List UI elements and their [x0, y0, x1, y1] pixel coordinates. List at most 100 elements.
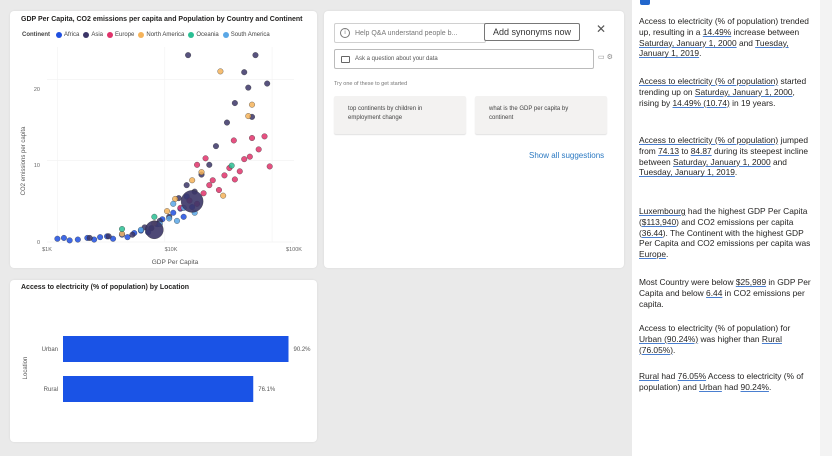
- scatter-point-north-america: [245, 113, 252, 120]
- narr-text: during its steepest incline between: [639, 145, 809, 167]
- scatter-point-africa: [60, 234, 67, 241]
- scatter-plot[interactable]: CO2 emissions per capita GDP Per Capita …: [10, 11, 317, 268]
- narr-value[interactable]: Urban (90.24%): [639, 333, 699, 344]
- narr-value[interactable]: $113,940: [641, 216, 677, 227]
- bar-y-axis-label: Location: [23, 357, 29, 380]
- narr-text: .: [672, 344, 676, 355]
- scatter-point-europe: [230, 137, 237, 144]
- smart-narrative-panel: Access to electricity (% of population) …: [632, 0, 820, 456]
- add-synonyms-button[interactable]: Add synonyms now: [484, 23, 580, 41]
- scatter-point-europe: [194, 161, 201, 168]
- narr-text: had: [659, 371, 678, 381]
- scatter-point-europe: [202, 155, 209, 162]
- narr-value[interactable]: Urban: [699, 381, 722, 392]
- scatter-point-europe: [249, 135, 255, 141]
- scatter-gridlines: [47, 47, 294, 243]
- panel-scrollbar[interactable]: [820, 0, 832, 456]
- scatter-point-north-america: [198, 169, 205, 176]
- narr-value[interactable]: Tuesday, January 1, 2019: [639, 37, 789, 59]
- scatter-point-asia: [264, 80, 271, 87]
- narrative-paragraph-6: Access to electricity (% of population) …: [639, 323, 815, 355]
- scatter-y-axis-label: CO2 emissions per capita: [21, 126, 27, 195]
- suggestion-card-1[interactable]: top continents by children in employment…: [334, 96, 466, 134]
- legend-item-south-america[interactable]: South America: [222, 32, 270, 38]
- legend-label-asia: Asia: [91, 32, 104, 38]
- scatter-point-oceania: [228, 162, 235, 169]
- narr-value[interactable]: 14.49%: [702, 26, 732, 37]
- narr-value[interactable]: Tuesday, January 1, 2019: [639, 167, 735, 178]
- narr-value[interactable]: 90.24%: [740, 381, 769, 392]
- bar-data-label: 90.2%: [294, 347, 312, 353]
- qa-try-text: Try one of these to get started: [334, 81, 408, 87]
- narr-text: to: [679, 145, 691, 156]
- legend-title: Continent: [22, 32, 50, 38]
- bar-urban: [63, 336, 289, 362]
- scatter-chart-card[interactable]: GDP Per Capita, CO2 emissions per capita…: [10, 11, 317, 268]
- y-tick-20: 20: [34, 87, 40, 93]
- legend-item-asia[interactable]: Asia: [83, 32, 103, 38]
- scatter-point-europe: [255, 146, 262, 153]
- narr-value[interactable]: Access to electricity (% of population): [639, 135, 779, 145]
- qa-tools[interactable]: ▭ ⚙: [598, 53, 613, 61]
- scatter-point-europe: [231, 176, 238, 183]
- legend-item-africa[interactable]: Africa: [56, 32, 79, 38]
- narr-text: .: [699, 48, 702, 59]
- narr-text: in CO2 emissions per capita.: [639, 287, 805, 309]
- narr-value[interactable]: Saturday, January 1, 2000: [639, 37, 737, 48]
- close-icon[interactable]: ✕: [596, 22, 607, 36]
- narr-value[interactable]: Access to electricity (% of population): [639, 76, 779, 86]
- image-icon[interactable]: ▭: [598, 54, 605, 61]
- narr-value[interactable]: Saturday, January 1, 2000: [673, 156, 771, 167]
- narr-text: had: [721, 381, 741, 392]
- legend-dot-south-america: [222, 32, 229, 38]
- narrative-paragraph-5: Most Country were below $25,989 in GDP P…: [639, 277, 815, 309]
- narr-text: in 19 years.: [729, 97, 776, 108]
- narrative-paragraph-3: Access to electricity (% of population) …: [639, 135, 815, 178]
- narr-value[interactable]: Europe: [639, 249, 667, 260]
- narrative-icon[interactable]: [640, 0, 650, 5]
- narr-value[interactable]: $25,989: [735, 277, 767, 287]
- narr-value[interactable]: Rural: [639, 371, 660, 381]
- scatter-point-europe: [209, 177, 216, 184]
- narr-text: was higher than: [698, 333, 762, 344]
- scatter-bubble-asia: [145, 220, 164, 239]
- narr-value[interactable]: Saturday, January 1, 2000: [694, 86, 793, 97]
- info-icon: i: [340, 28, 350, 38]
- qa-help-banner: i Help Q&A understand people b...: [334, 23, 486, 43]
- narr-text: increase between: [731, 26, 800, 37]
- scatter-point-europe: [246, 153, 253, 160]
- y-tick-0: 0: [37, 240, 40, 246]
- narr-value[interactable]: 6.44: [706, 287, 723, 298]
- qa-question-input[interactable]: Ask a question about your data: [334, 49, 594, 69]
- bar-chart[interactable]: Location Urban 90.2% Rural 76.1%: [10, 280, 317, 442]
- x-tick-10k: $10K: [165, 247, 178, 253]
- narr-value[interactable]: 14.49% (10.74): [672, 97, 730, 108]
- scatter-point-africa: [74, 236, 81, 243]
- gear-icon[interactable]: ⚙: [606, 54, 613, 61]
- scatter-point-south-america: [166, 215, 173, 222]
- narr-value[interactable]: 74.13: [658, 145, 680, 156]
- legend-label-north-america: North America: [146, 32, 185, 38]
- scatter-point-north-america: [217, 68, 224, 75]
- legend-item-north-america[interactable]: North America: [138, 32, 184, 38]
- suggestion-card-2[interactable]: what is the GDP per capita by continent: [475, 96, 607, 134]
- narrative-paragraph-7: Rural had 76.05% Access to electricity (…: [639, 371, 815, 393]
- bar-chart-card[interactable]: Access to electricity (% of population) …: [10, 280, 317, 442]
- show-all-suggestions-link[interactable]: Show all suggestions: [529, 151, 605, 160]
- legend-item-europe[interactable]: Europe: [107, 32, 134, 38]
- legend-label-africa: Africa: [64, 32, 80, 38]
- qa-card[interactable]: i Help Q&A understand people b... Add sy…: [324, 11, 624, 268]
- narr-value[interactable]: 36.44: [641, 227, 663, 238]
- scatter-point-europe: [221, 172, 228, 179]
- narr-value[interactable]: 84.87: [690, 145, 712, 156]
- narr-value[interactable]: Rural (76.05%): [639, 333, 782, 355]
- narr-text: ) and CO2 emissions per capita (: [639, 216, 794, 238]
- legend-item-oceania[interactable]: Oceania: [188, 32, 219, 38]
- narr-value[interactable]: Luxembourg: [639, 206, 686, 216]
- scatter-point-europe: [216, 187, 222, 193]
- scatter-point-africa: [54, 235, 61, 242]
- scatter-point-europe: [206, 182, 213, 189]
- narr-value[interactable]: 76.05%: [677, 371, 707, 381]
- scatter-point-south-america: [170, 200, 177, 207]
- narr-text: started trending up on: [639, 76, 807, 97]
